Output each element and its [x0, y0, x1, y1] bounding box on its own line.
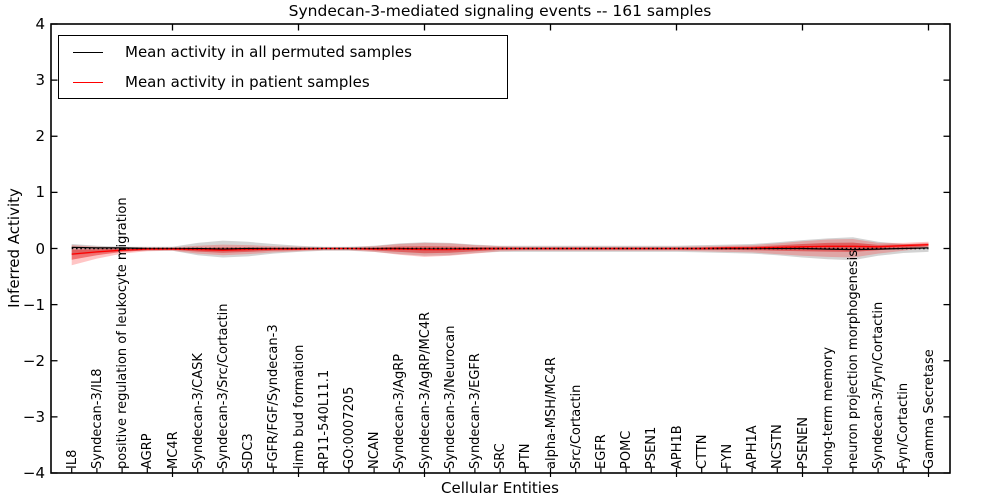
y-tick-label: −3	[22, 407, 45, 426]
y-tick-label: −1	[22, 295, 45, 314]
x-tick-label: MC4R	[165, 431, 181, 469]
y-tick-label: −4	[22, 464, 45, 482]
legend: Mean activity in all permuted samples Me…	[58, 35, 508, 99]
legend-label: Mean activity in all permuted samples	[125, 43, 412, 61]
x-tick-label: GO:0007205	[341, 386, 357, 469]
x-tick-label: Syndecan-3/Fyn/Cortactin	[871, 301, 887, 469]
x-tick-label: alpha-MSH/MC4R	[543, 357, 559, 469]
y-tick-label: 3	[35, 71, 45, 90]
x-tick-label: limb bud formation	[291, 344, 307, 469]
x-tick-label: Syndecan-3/AgRP	[392, 353, 408, 469]
x-tick-label: NCAN	[367, 431, 383, 469]
x-tick-label: APH1B	[669, 425, 685, 469]
x-tick-label: PTN	[518, 443, 534, 469]
x-tick-label: Fyn/Cortactin	[896, 382, 912, 469]
y-tick-label: 0	[35, 239, 45, 258]
x-tick-label: Src/Cortactin	[568, 384, 584, 469]
x-tick-label: CTTN	[694, 434, 710, 469]
legend-line-black-icon	[73, 51, 103, 53]
legend-line-red-icon	[73, 81, 103, 83]
x-tick-label: Syndecan-3/CASK	[190, 353, 206, 469]
x-tick-label: NCSTN	[770, 424, 786, 469]
x-tick-label: RP11-540L11.1	[316, 369, 332, 469]
x-tick-label: PSENEN	[795, 417, 811, 469]
x-tick-label: Gamma Secretase	[921, 349, 937, 469]
x-tick-label: long-term memory	[820, 346, 836, 469]
x-tick-label: SDC3	[241, 433, 257, 469]
y-tick-label: −2	[22, 351, 45, 370]
x-tick-label: Syndecan-3/IL8	[89, 368, 105, 469]
x-tick-label: IL8	[64, 449, 80, 469]
x-tick-label: Syndecan-3/EGFR	[467, 353, 483, 469]
y-tick-label: 2	[35, 127, 45, 146]
x-tick-label: APH1A	[745, 425, 761, 469]
x-tick-label: positive regulation of leukocyte migrati…	[115, 197, 131, 469]
x-axis-label: Cellular Entities	[441, 479, 559, 497]
x-tick-label: FYN	[719, 443, 735, 469]
x-tick-label: AGRP	[140, 433, 156, 469]
chart-title: Syndecan-3-mediated signaling events -- …	[288, 2, 712, 20]
y-tick-label: 4	[35, 15, 45, 33]
legend-label: Mean activity in patient samples	[125, 73, 370, 91]
legend-item-permuted: Mean activity in all permuted samples	[59, 38, 507, 66]
x-tick-label: SRC	[493, 443, 509, 469]
y-tick-label: 1	[35, 183, 45, 202]
legend-item-patient: Mean activity in patient samples	[59, 68, 507, 96]
x-tick-label: FGFR/FGF/Syndecan-3	[266, 324, 282, 469]
x-tick-label: neuron projection morphogenesis	[845, 250, 861, 469]
x-tick-label: Syndecan-3/Src/Cortactin	[215, 303, 231, 469]
x-tick-label: Syndecan-3/AgRP/MC4R	[417, 311, 433, 469]
x-tick-label: POMC	[619, 430, 635, 469]
x-tick-label: Syndecan-3/Neurocan	[442, 325, 458, 469]
x-tick-label: PSEN1	[644, 426, 660, 469]
x-tick-label: EGFR	[593, 434, 609, 469]
